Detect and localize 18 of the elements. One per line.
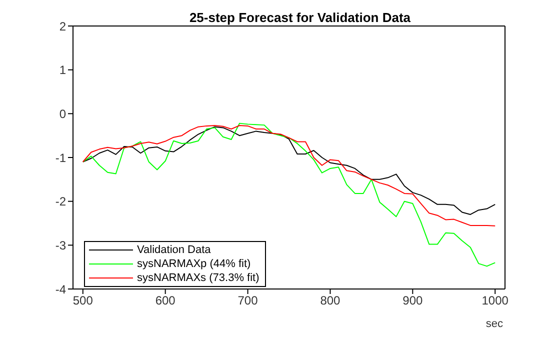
legend-label: sysNARMAXs (73.3% fit) — [137, 272, 260, 284]
x-tick-label: 600 — [155, 294, 176, 308]
x-tick-label: 700 — [238, 294, 258, 308]
y-tick-label: -2 — [55, 194, 66, 209]
y-tick-label: 0 — [59, 106, 66, 121]
y-tick-label: -1 — [55, 150, 66, 165]
y-tick-label: -4 — [55, 282, 66, 296]
y-tick-label: 2 — [59, 19, 66, 34]
x-tick-label: 500 — [72, 294, 94, 308]
chart-title: 25-step Forecast for Validation Data — [189, 10, 412, 25]
legend-label: Validation Data — [137, 244, 211, 256]
x-tick-label: 800 — [320, 294, 341, 308]
y-tick-label: -3 — [55, 238, 66, 252]
x-tick-label: 1000 — [482, 294, 509, 308]
y-tick-label: 1 — [59, 63, 66, 78]
x-tick-label: 900 — [402, 294, 423, 308]
x-axis-title: sec — [486, 318, 504, 330]
legend-label: sysNARMAXp (44% fit) — [137, 258, 251, 270]
